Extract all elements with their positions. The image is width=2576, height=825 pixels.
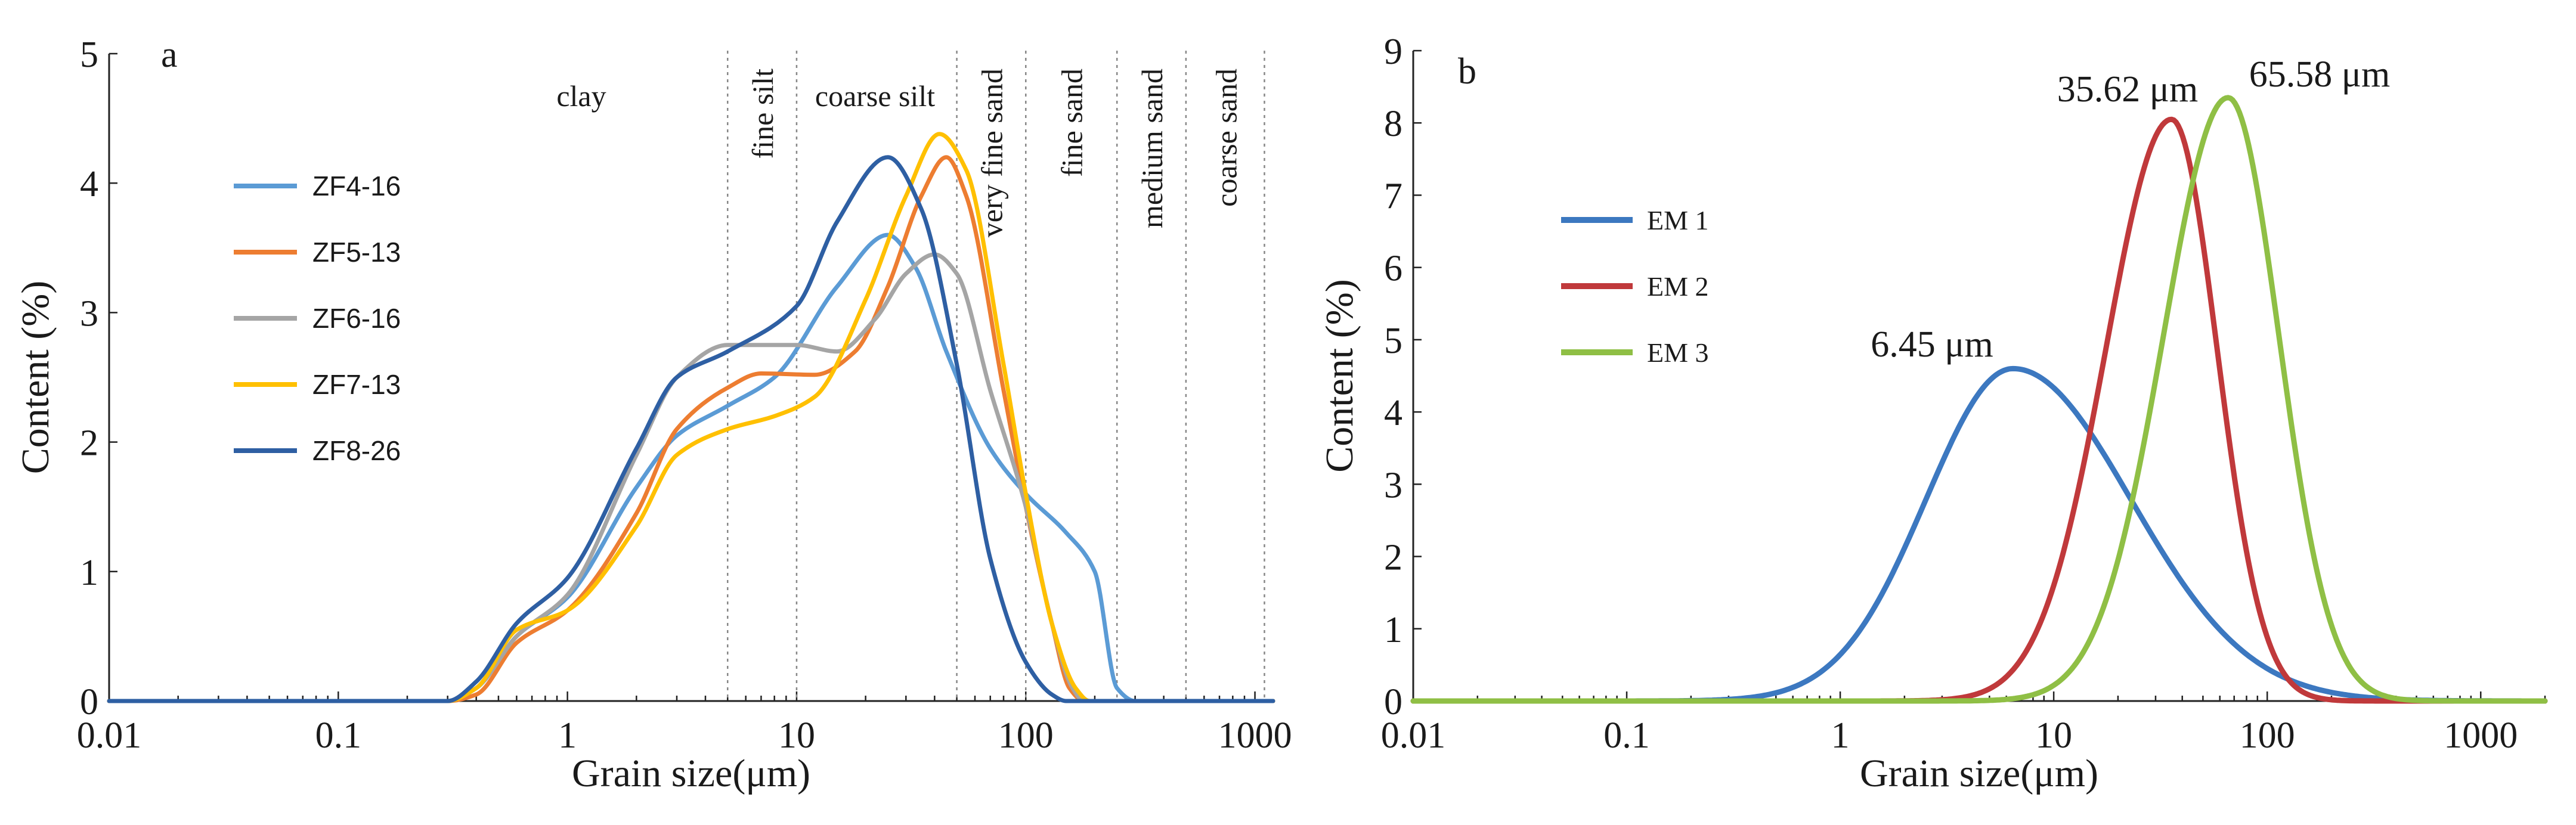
y-tick-label: 1 xyxy=(80,553,98,593)
series-line-zf8-26 xyxy=(107,155,1275,703)
legend-label: ZF5-13 xyxy=(312,237,401,268)
series-line-zf7-13 xyxy=(107,132,1275,703)
size-class-label: fine silt xyxy=(746,69,779,159)
series-line-zf5-13 xyxy=(107,155,1275,703)
size-class-label: clay xyxy=(556,79,606,113)
panel-b: 0.01 0.1 1 10 100 1000 0 1 2 3 4 5 6 7 8 9 Grain size(μm… xyxy=(1318,32,2548,795)
legend-label: EM 3 xyxy=(1647,337,1709,368)
legend-label: EM 2 xyxy=(1647,271,1709,302)
x-axis-title: Grain size(μm) xyxy=(1860,752,2098,795)
peak-annotation: 6.45 μm xyxy=(1871,324,1993,365)
legend-label: ZF7-13 xyxy=(312,369,401,400)
y-tick-label: 9 xyxy=(1384,32,1402,72)
series-line-zf6-16 xyxy=(107,252,1275,703)
y-tick-label: 4 xyxy=(80,164,98,204)
y-tick-label: 7 xyxy=(1384,176,1402,216)
x-tick-label: 1 xyxy=(558,715,577,756)
y-tick-label: 0 xyxy=(1384,682,1402,722)
panel-label-a: a xyxy=(161,35,178,75)
size-class-label: coarse silt xyxy=(815,79,935,113)
y-tick-label: 2 xyxy=(80,423,98,464)
peak-annotation: 65.58 μm xyxy=(2249,54,2390,95)
x-tick-label: 0.1 xyxy=(1603,715,1650,756)
legend-label: ZF4-16 xyxy=(312,170,401,201)
size-class-label: very fine sand xyxy=(975,69,1008,237)
x-axis-title: Grain size(μm) xyxy=(572,752,810,795)
x-tick-label: 0.01 xyxy=(1381,715,1446,756)
x-tick-label: 100 xyxy=(998,715,1054,756)
series-line-zf4-16 xyxy=(107,232,1275,703)
y-tick-label: 0 xyxy=(80,682,98,722)
y-axis-title: Content (%) xyxy=(14,281,57,474)
peak-annotation: 35.62 μm xyxy=(2057,69,2198,110)
panel-a: 0.01 0.1 1 10 100 1000 0 1 2 3 4 5 Grain size(μm) Con… xyxy=(14,35,1292,795)
size-class-label: coarse sand xyxy=(1209,69,1243,207)
x-tick-label: 1000 xyxy=(1218,715,1292,756)
x-tick-label: 0.01 xyxy=(77,715,142,756)
size-class-label: medium sand xyxy=(1135,69,1169,228)
x-tick-label: 1 xyxy=(1831,715,1850,756)
x-tick-label: 1000 xyxy=(2444,715,2518,756)
x-tick-label: 0.1 xyxy=(315,715,362,756)
x-tick-label: 10 xyxy=(778,715,815,756)
x-tick-label: 10 xyxy=(2035,715,2072,756)
legend-label: ZF8-26 xyxy=(312,435,401,466)
y-tick-label: 5 xyxy=(80,35,98,75)
x-tick-label: 100 xyxy=(2240,715,2295,756)
series-line-em-3 xyxy=(1410,95,2548,704)
series-line-em-2 xyxy=(1410,116,2548,704)
y-tick-label: 3 xyxy=(1384,465,1402,505)
series-line-em-1 xyxy=(1410,365,2548,704)
size-class-label: fine sand xyxy=(1055,69,1089,177)
y-tick-label: 5 xyxy=(1384,321,1402,361)
legend-label: EM 1 xyxy=(1647,205,1709,235)
y-tick-label: 8 xyxy=(1384,104,1402,144)
y-tick-label: 2 xyxy=(1384,538,1402,578)
y-tick-label: 3 xyxy=(80,293,98,334)
legend-label: ZF6-16 xyxy=(312,303,401,334)
panel-label-b: b xyxy=(1458,51,1476,92)
y-tick-label: 1 xyxy=(1384,610,1402,650)
y-axis-title: Content (%) xyxy=(1318,279,1361,472)
y-tick-label: 6 xyxy=(1384,249,1402,289)
y-tick-label: 4 xyxy=(1384,393,1402,433)
